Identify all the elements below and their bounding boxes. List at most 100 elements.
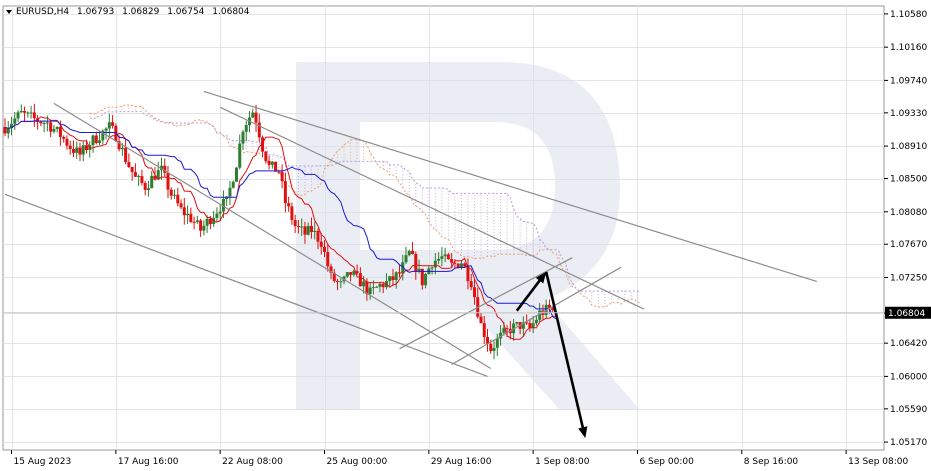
trendline-5 <box>451 266 622 366</box>
candle-body-44 <box>146 188 150 190</box>
candle-body-118 <box>388 276 392 282</box>
time-tick-label-2: 22 Aug 08:00 <box>222 457 283 467</box>
price-tick-label-13: 1.05170 <box>890 438 927 448</box>
candle-body-116 <box>381 283 385 288</box>
candle-body-65 <box>215 213 219 218</box>
current-price-box <box>885 306 931 319</box>
time-tick-label-8: 13 Sep 08:00 <box>848 457 908 467</box>
trendline-4 <box>399 257 573 350</box>
candle-body-164 <box>538 310 542 320</box>
collapse-triangle-icon[interactable] <box>6 10 12 14</box>
candle-body-23 <box>78 147 82 155</box>
time-axis[interactable]: 15 Aug 2023 17 Aug 16:00 22 Aug 08:00 25 Au… <box>11 450 931 467</box>
candle-body-32 <box>107 122 111 129</box>
candle-body-1 <box>6 128 10 134</box>
candle-body-57 <box>189 213 193 222</box>
candle-body-123 <box>404 255 408 263</box>
watermark-logo <box>296 62 640 410</box>
candle-body-12 <box>42 123 46 125</box>
candle-body-4 <box>16 112 20 119</box>
candle-body-59 <box>195 220 199 223</box>
trendline-2 <box>203 90 817 282</box>
time-tick-label-1: 17 Aug 16:00 <box>118 457 179 467</box>
candle-body-142 <box>466 266 470 282</box>
candle-body-96 <box>316 230 320 242</box>
forecast-arrow-head-1 <box>578 426 588 439</box>
candle-body-22 <box>75 147 79 153</box>
candle-body-108 <box>355 271 359 274</box>
candle-body-6 <box>23 111 27 113</box>
candle-body-35 <box>117 141 121 150</box>
candle-body-127 <box>417 268 421 271</box>
candle-body-126 <box>414 253 418 271</box>
candle-body-83 <box>274 161 278 172</box>
candle-body-16 <box>55 126 59 129</box>
candle-body-19 <box>65 138 69 146</box>
header-low: 1.06754 <box>167 7 204 17</box>
candle-body-24 <box>81 145 85 155</box>
price-tick-label-12: 1.05590 <box>890 405 927 415</box>
candle-body-103 <box>339 281 343 283</box>
time-tick-label-7: 8 Sep 16:00 <box>744 457 799 467</box>
price-tick-label-6: 1.08080 <box>890 208 927 218</box>
candle-body-18 <box>62 136 66 139</box>
time-tick-label-6: 6 Sep 00:00 <box>639 457 694 467</box>
candle-body-40 <box>133 172 137 177</box>
time-tick-label-0: 15 Aug 2023 <box>14 457 72 467</box>
candle-body-120 <box>394 272 398 280</box>
price-tick-label-2: 1.09740 <box>890 76 927 86</box>
candle-body-56 <box>186 213 190 216</box>
candle-body-97 <box>319 241 323 247</box>
candle-body-8 <box>29 112 33 114</box>
candle-body-13 <box>45 122 49 124</box>
trendlines <box>4 90 817 377</box>
trendline-0 <box>4 193 488 377</box>
candle-body-94 <box>309 225 313 232</box>
candle-body-106 <box>349 272 353 275</box>
candle-body-134 <box>440 256 444 259</box>
candle-body-146 <box>479 316 483 324</box>
price-tick-label-11: 1.06000 <box>890 372 927 382</box>
price-tick-label-8: 1.07250 <box>890 273 927 283</box>
candle-body-5 <box>19 111 23 113</box>
forecast-arrows <box>515 271 588 439</box>
candle-body-49 <box>163 165 167 173</box>
candle-body-161 <box>528 322 532 329</box>
candle-body-121 <box>397 272 401 274</box>
senkou-span-a <box>89 104 641 308</box>
candle-body-34 <box>114 125 118 142</box>
candle-body-67 <box>221 198 225 212</box>
senkou-span-b <box>89 111 641 292</box>
candle-body-143 <box>469 281 473 288</box>
candle-body-39 <box>130 166 134 173</box>
candle-body-90 <box>296 226 300 228</box>
candle-body-3 <box>13 118 17 124</box>
candle-body-41 <box>137 176 141 178</box>
candle-body-63 <box>208 218 212 225</box>
candle-body-28 <box>94 135 98 143</box>
candle-body-154 <box>505 328 509 330</box>
price-axis[interactable]: 1.10580 1.10160 1.09740 1.09330 1.08910 1.085… <box>3 10 931 448</box>
candle-body-43 <box>143 182 147 190</box>
candle-body-102 <box>336 280 340 282</box>
price-tick-label-0: 1.10580 <box>890 10 927 20</box>
candle-body-20 <box>68 145 72 149</box>
candle-body-62 <box>205 218 209 226</box>
candle-body-60 <box>199 220 203 231</box>
candle-body-109 <box>358 273 362 287</box>
candle-body-111 <box>365 281 369 295</box>
candle-body-147 <box>482 323 486 338</box>
candle-body-140 <box>459 263 463 268</box>
candle-body-131 <box>430 267 434 269</box>
candle-body-81 <box>267 160 271 165</box>
trendline-3 <box>219 106 645 310</box>
candle-body-30 <box>101 130 105 141</box>
candle-body-36 <box>120 147 124 150</box>
candle-body-114 <box>375 286 379 288</box>
candle-body-27 <box>91 135 95 146</box>
candle-body-31 <box>104 128 108 131</box>
candle-body-133 <box>437 258 441 261</box>
current-price-label: 1.06804 <box>888 309 925 319</box>
candle-body-0 <box>3 127 7 134</box>
